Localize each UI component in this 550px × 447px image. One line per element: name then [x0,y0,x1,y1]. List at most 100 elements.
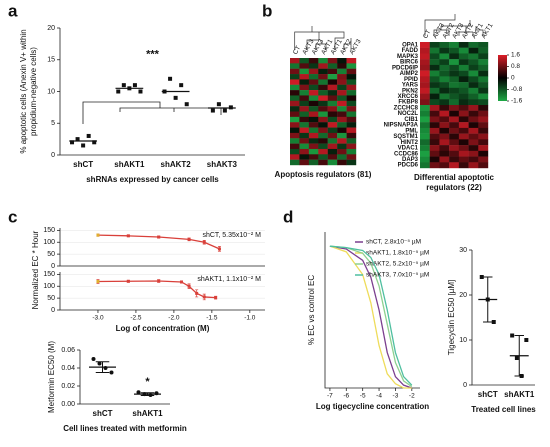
heatmap-cell [346,154,357,160]
heatmap-cell [439,82,450,89]
row-label: PPID [404,77,419,83]
row-label: FADD [402,48,419,54]
heatmap-cell [318,100,328,107]
series-line [97,234,220,250]
heatmap-cell [290,95,300,101]
point [157,235,161,239]
row-label: DAP3 [402,157,419,163]
heatmap-cell [337,58,347,64]
heatmap-cell [420,42,430,48]
y-axis-label: propidium-negative cells) [29,47,38,136]
heatmap-cell [290,132,300,139]
row-label: PML [405,128,418,134]
panel-letter: c [8,207,17,226]
series-line [329,245,412,389]
heatmap-cell [308,79,319,85]
heatmap-cell [478,53,489,60]
heatmap-cell [458,47,469,54]
heatmap-cell [318,90,328,96]
heatmap-cell [337,79,347,85]
heatmap-cell [449,116,460,123]
heatmap-cell [449,110,460,117]
heatmap-cell [290,138,300,144]
y-tick-label: 0 [463,382,467,389]
point [157,279,161,283]
heatmap-cell [337,63,347,69]
x-tick-label: -2.5 [130,315,142,322]
heatmap-cell [478,59,489,66]
heatmap-cell [299,84,310,91]
heatmap-cell [346,122,357,128]
panel-letter: a [8,1,18,20]
heatmap-cell [439,42,450,48]
heatmap-cell [299,100,310,107]
y-tick-label: 0.02 [61,383,75,390]
heatmap-cell [318,154,328,160]
heatmap-cell [478,133,489,140]
x-tick-label: shAKT1 [504,390,535,399]
x-axis-label: Apoptosis regulators (81) [275,170,372,179]
x-axis-label: Differential apoptotic [414,173,495,182]
annotation: *** [146,49,160,61]
heatmap-cell [420,87,430,94]
heatmap-cell [327,100,338,107]
heatmap-cell [468,42,479,48]
heatmap-cell [337,127,347,134]
heatmap-cell [327,68,338,75]
heatmap-cell [308,148,319,155]
point [187,284,191,288]
heatmap-cell [468,116,479,123]
heatmap-cell [439,139,450,146]
heatmap-cell [327,143,338,150]
heatmap-cell [299,111,310,118]
row-label: SQSTM1 [393,134,418,140]
x-tick-label: -5 [360,393,366,400]
heatmap-cell [299,159,310,166]
heatmap-cell [290,154,300,160]
x-tick-label: -3 [393,393,399,400]
heatmap-cell [439,93,450,100]
heatmap-cell [290,143,300,150]
heatmap-cell [468,76,479,83]
series-line [97,280,216,299]
heatmap-cell [337,111,347,118]
heatmap-cell [458,42,469,48]
heatmap-cell [337,132,347,139]
heatmap-cell [327,159,338,166]
heatmap-cell [449,122,460,129]
heatmap-cell [327,138,338,144]
point [195,291,199,295]
y-tick-label: 0 [51,307,55,314]
heatmap-cell [327,148,338,155]
heatmap-cell [429,139,440,146]
heatmap-cell [439,133,450,140]
heatmap-cell [346,63,357,69]
heatmap-cell [346,159,357,166]
y-tick-label: 20 [459,292,467,299]
heatmap-cell [299,116,310,123]
heatmap-cell [318,159,328,166]
heatmap-cell [318,116,328,123]
heatmap-cell [468,59,479,66]
heatmap-cell [468,99,479,106]
row-label: PKN2 [402,88,419,94]
heatmap-cell [299,68,310,75]
x-tick-label: -6 [343,393,349,400]
heatmap-cell [327,154,338,160]
heatmap-cell [308,159,319,166]
heatmap-cell [449,53,460,60]
error-bar [140,392,155,396]
heatmap-cell [449,87,460,94]
y-tick-label: 150 [43,227,55,234]
x-tick-label: -2.0 [168,315,180,322]
point [70,140,75,145]
row-label: VDAC1 [398,146,419,152]
heatmap-cell [420,47,430,54]
heatmap-cell [429,122,440,129]
heatmap-cell [449,150,460,157]
heatmap-cell [299,154,310,160]
heatmap-cell [299,95,310,101]
colorbar-label: -1.6 [511,98,523,105]
heatmap-cell [478,105,489,111]
x-tick-label: shCT [73,160,93,169]
